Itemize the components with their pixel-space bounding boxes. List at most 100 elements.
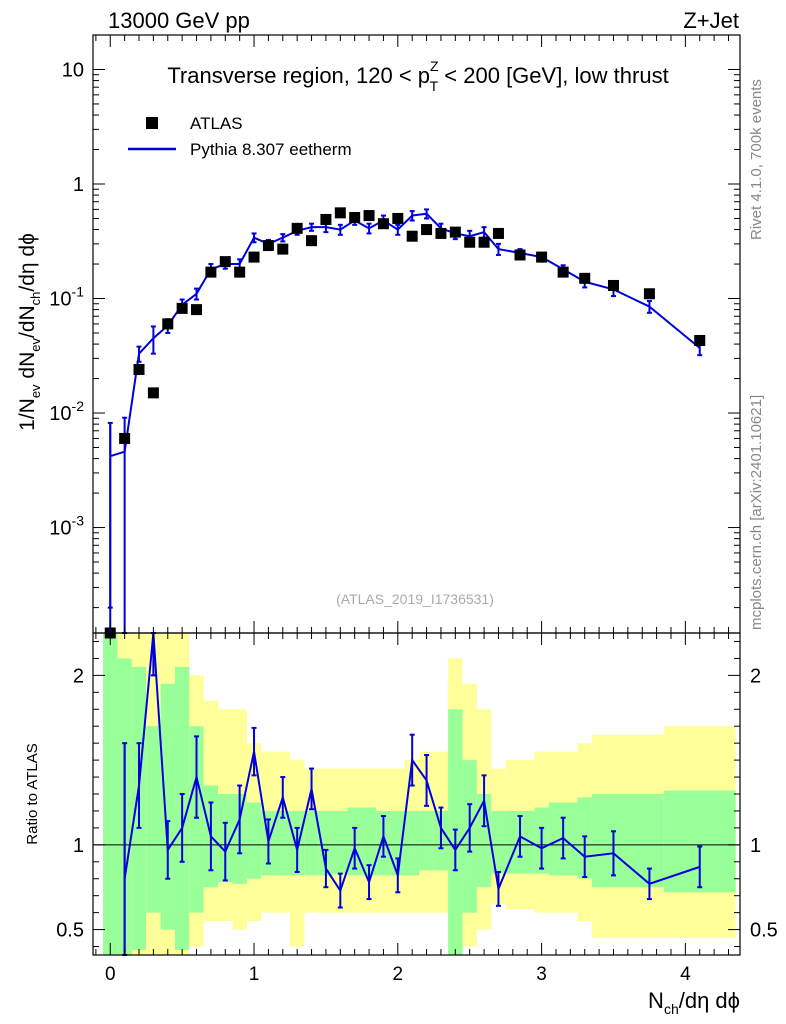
main-y-tick-exponent-1: -2	[72, 398, 85, 414]
plot-title: Transverse region, 120 < pZ T < 200 [GeV]…	[167, 58, 668, 94]
process-label: Z+Jet	[683, 8, 739, 33]
title-sub: T	[430, 78, 439, 94]
data-point-17	[349, 211, 361, 223]
axis-ticks	[93, 34, 740, 955]
ratio-y-axis-label: Ratio to ATLAS	[24, 743, 41, 844]
x-axis-label: Nch/dη dϕ	[648, 988, 740, 1017]
x-tick-label-1: 1	[249, 964, 260, 985]
data-point-28	[514, 249, 526, 261]
data-point-11	[262, 240, 274, 252]
inner-band-14	[304, 810, 319, 876]
inner-band-0	[103, 633, 118, 955]
data-point-30	[557, 266, 569, 278]
data-point-5	[176, 302, 188, 314]
data-point-23	[435, 227, 447, 239]
data-point-15	[320, 213, 332, 225]
energy-label: 13000 GeV pp	[108, 8, 250, 33]
inner-band-15	[318, 810, 334, 876]
inner-band-10	[246, 802, 262, 879]
inner-band-21	[404, 810, 420, 876]
data-point-6	[191, 304, 203, 316]
data-point-12	[277, 243, 289, 255]
x-tick-label-0: 0	[105, 964, 116, 985]
main-y-tick-label-3: 1	[73, 174, 84, 196]
inner-band-4	[160, 683, 175, 930]
legend-mc-label: Pythia 8.307 eetherm	[190, 140, 352, 159]
main-y-tick-label-1: 10-2	[49, 398, 84, 425]
rivet-label: Rivet 4.1.0, 700k events	[748, 79, 765, 240]
data-point-3	[147, 387, 159, 399]
main-y-tick-mantissa-2: 10	[49, 289, 71, 311]
data-point-10	[248, 251, 260, 263]
inner-band-22	[419, 810, 434, 871]
x-tick-label-3: 3	[536, 964, 547, 985]
data-point-16	[334, 207, 346, 219]
main-y-tick-mantissa-4: 10	[62, 59, 84, 81]
data-point-14	[306, 235, 318, 247]
data-point-29	[536, 251, 548, 263]
legend-data-marker	[146, 117, 158, 129]
title-pre: Transverse region, 120 < p	[167, 63, 430, 88]
inner-band-16	[333, 810, 348, 874]
main-y-tick-mantissa-0: 10	[49, 518, 71, 540]
ylabel-p4: /dη dϕ	[16, 233, 39, 291]
data-point-21	[406, 230, 418, 242]
title-sup: Z	[430, 58, 439, 74]
x-tick-label-2: 2	[393, 964, 404, 985]
inner-band-12	[275, 810, 290, 876]
ylabel-p1: 1/N	[16, 398, 39, 431]
main-y-tick-label-2: 10-1	[49, 284, 84, 311]
uncertainty-bands	[103, 633, 736, 955]
inner-band-18	[361, 807, 377, 876]
xlabel-pre: N	[648, 988, 664, 1013]
xlabel-sub: ch	[664, 1001, 679, 1017]
data-point-26	[478, 236, 490, 248]
main-y-tick-label-0: 10-3	[49, 513, 84, 540]
ratio-y-tick-label-left-2: 2	[73, 665, 84, 687]
data-point-19	[377, 218, 389, 230]
data-point-25	[464, 236, 476, 248]
data-point-32	[607, 279, 619, 291]
analysis-watermark: (ATLAS_2019_I1736531)	[336, 591, 494, 607]
ylabel-s1: ev	[28, 384, 43, 398]
main-y-tick-mantissa-3: 1	[73, 174, 84, 196]
ratio-y-tick-label-right-0: 0.5	[750, 920, 778, 942]
inner-band-27	[491, 810, 506, 874]
data-point-31	[579, 272, 591, 284]
data-point-8	[219, 256, 231, 268]
data-point-27	[492, 227, 504, 239]
source-label: mcplots.cern.ch [arXiv:2401.10621]	[748, 395, 765, 630]
data-main-layer	[104, 207, 706, 639]
ylabel-s2: ev	[28, 338, 43, 352]
ratio-line	[123, 632, 701, 893]
mc-ratio-layer	[109, 422, 703, 956]
data-point-20	[392, 212, 404, 224]
inner-band-6	[189, 726, 204, 913]
main-y-tick-exponent-0: -3	[72, 513, 85, 529]
ratio-y-tick-label-right-1: 1	[750, 835, 761, 857]
main-y-tick-exponent-2: -1	[72, 284, 85, 300]
x-tick-label-4: 4	[680, 964, 691, 985]
data-point-1	[119, 432, 131, 444]
data-point-33	[643, 288, 655, 300]
main-y-tick-label-4: 10	[62, 59, 84, 81]
data-point-2	[133, 363, 145, 375]
inner-band-20	[390, 810, 405, 876]
xlabel-post: /dη dϕ	[679, 988, 740, 1013]
ratio-y-tick-label-right-2: 2	[750, 665, 761, 687]
legend: ATLAS Pythia 8.307 eetherm	[128, 114, 352, 159]
ylabel-p3: /dN	[16, 305, 39, 338]
inner-band-3	[146, 726, 161, 913]
legend-data-label: ATLAS	[190, 114, 243, 133]
ratio-y-tick-label-left-1: 1	[73, 835, 84, 857]
data-point-34	[694, 334, 706, 346]
data-point-22	[421, 224, 433, 236]
main-y-tick-mantissa-1: 10	[49, 403, 71, 425]
data-point-4	[162, 318, 174, 330]
ylabel-s3: ch	[28, 292, 43, 306]
ylabel-p2: dN	[16, 352, 39, 385]
data-point-13	[291, 222, 303, 234]
main-panel	[93, 35, 740, 633]
